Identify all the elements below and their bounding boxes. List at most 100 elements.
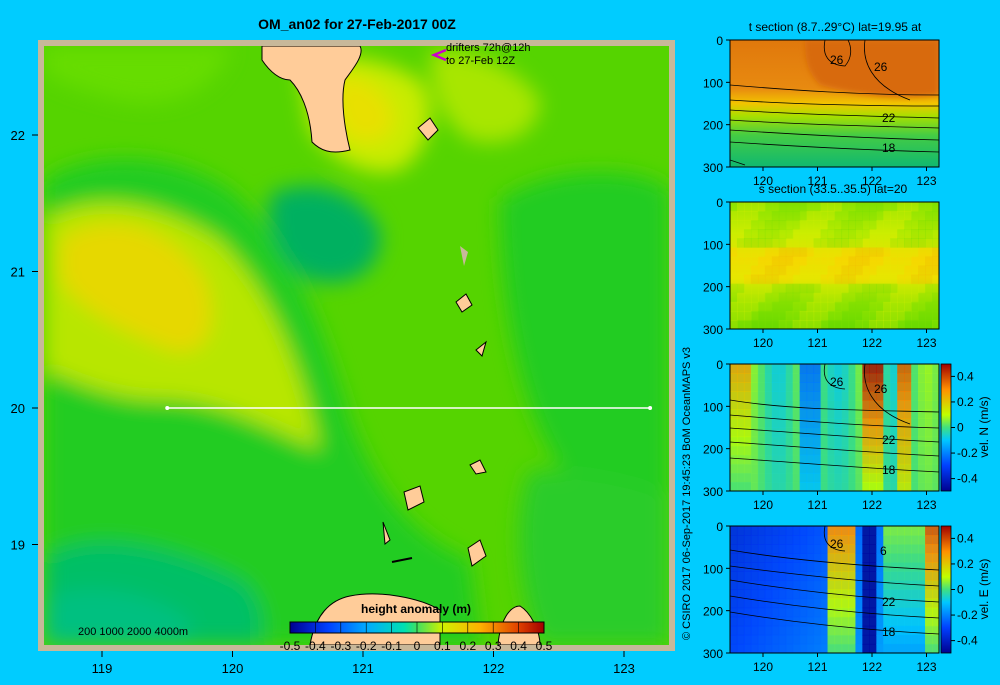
- colorbar-tick-label: 0: [957, 583, 964, 597]
- section-cell: [743, 598, 752, 609]
- section-cell: [806, 364, 815, 374]
- section-cell: [834, 535, 843, 545]
- section-cell: [820, 616, 829, 627]
- section-cell: [827, 535, 836, 545]
- section-cell: [897, 544, 905, 554]
- section-cell: [897, 364, 905, 374]
- section-cell: [827, 319, 836, 329]
- section-cell: [736, 319, 745, 329]
- section-cell: [778, 634, 787, 645]
- section-cell: [883, 220, 891, 230]
- section-cell: [827, 454, 836, 465]
- section-cell: [799, 292, 808, 303]
- section-cell: [862, 553, 870, 563]
- section-cell: [743, 283, 752, 294]
- contour-label: 22: [882, 111, 896, 125]
- section-cell: [862, 607, 870, 618]
- section-cell: [757, 598, 766, 609]
- section-cell: [730, 238, 738, 248]
- section-cell: [834, 256, 843, 267]
- section-cell: [813, 229, 822, 239]
- section-cell: [806, 571, 815, 582]
- section-cell: [834, 301, 843, 312]
- section-cell: [757, 454, 766, 465]
- section-cell: [862, 409, 870, 420]
- section-cell: [806, 373, 815, 383]
- section-cell: [792, 256, 801, 267]
- section-cell: [820, 220, 829, 230]
- section-cell: [736, 535, 745, 545]
- section-cell: [911, 292, 919, 303]
- panel-y-tick-label: 200: [703, 443, 723, 457]
- section-cell: [750, 544, 759, 554]
- section-cell: [736, 625, 745, 636]
- section-cell: [855, 643, 863, 653]
- section-cell: [792, 310, 801, 321]
- section-cell: [841, 373, 850, 383]
- map-y-tick-label: 22: [11, 128, 25, 143]
- section-cell: [764, 409, 773, 420]
- section-cell: [785, 580, 794, 591]
- section-cell: [743, 202, 752, 212]
- section-cell: [925, 265, 933, 276]
- section-cell: [743, 274, 752, 285]
- section-cell: [799, 589, 808, 600]
- section-cell: [869, 211, 877, 221]
- section-cell: [883, 364, 891, 374]
- section-cell: [757, 607, 766, 618]
- section-cell: [736, 643, 745, 653]
- section-cell: [834, 616, 843, 627]
- section-cell: [750, 445, 759, 456]
- section-cell: [792, 247, 801, 258]
- section-cell: [848, 283, 856, 294]
- section-cell: [890, 544, 898, 554]
- section-cell: [869, 409, 877, 420]
- section-cell: [911, 526, 919, 536]
- section-cell: [813, 364, 822, 374]
- section-cell: [736, 445, 745, 456]
- section-cell: [904, 544, 912, 554]
- section-cell: [813, 220, 822, 230]
- section-cell: [890, 571, 898, 582]
- section-cell: [820, 238, 829, 248]
- section-cell: [869, 238, 877, 248]
- section-cell: [730, 301, 738, 312]
- section-cell: [883, 454, 891, 465]
- section-cell: [883, 589, 891, 600]
- section-cell: [827, 634, 836, 645]
- section-cell: [834, 481, 843, 491]
- section-cell: [862, 544, 870, 554]
- section-cell: [799, 445, 808, 456]
- section-cell: [757, 373, 766, 383]
- section-cell: [911, 643, 919, 653]
- section-cell: [848, 454, 856, 465]
- section-cell: [925, 634, 933, 645]
- section-cell: [764, 238, 773, 248]
- section-cell: [918, 526, 926, 536]
- section-cell: [806, 463, 815, 474]
- section-cell: [743, 391, 752, 401]
- section-cell: [932, 211, 939, 221]
- contour-label: 22: [882, 433, 896, 447]
- section-cell: [897, 400, 905, 410]
- section-cell: [750, 202, 759, 212]
- section-cell: [764, 643, 773, 653]
- section-cell: [827, 589, 836, 600]
- section-cell: [764, 436, 773, 447]
- section-cell: [918, 247, 926, 258]
- section-cell: [750, 310, 759, 321]
- section-cell: [855, 202, 863, 212]
- section-cell: [890, 256, 898, 267]
- section-cell: [792, 535, 801, 545]
- section-cell: [897, 283, 905, 294]
- section-cell: [911, 382, 919, 392]
- section-cell: [743, 418, 752, 429]
- section-cell: [848, 220, 856, 230]
- section-cell: [883, 202, 891, 212]
- section-cell: [925, 220, 933, 230]
- section-cell: [764, 535, 773, 545]
- section-cell: [904, 454, 912, 465]
- section-cell: [743, 310, 752, 321]
- section-cell: [813, 436, 822, 447]
- section-cell: [743, 229, 752, 239]
